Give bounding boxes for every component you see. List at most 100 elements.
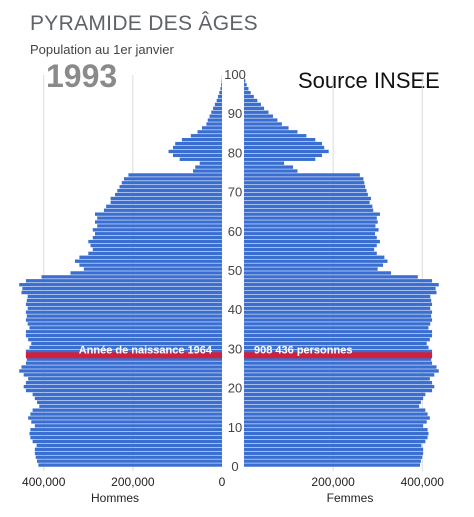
bar-hommes-age-93[interactable] xyxy=(216,98,222,103)
bar-hommes-age-95[interactable] xyxy=(219,90,222,95)
bar-femmes-age-36[interactable] xyxy=(244,322,431,326)
bar-hommes-age-96[interactable] xyxy=(220,87,222,91)
bar-femmes-age-85[interactable] xyxy=(244,130,298,134)
bar-hommes-age-2[interactable] xyxy=(35,455,222,459)
bar-hommes-age-44[interactable] xyxy=(21,290,222,295)
bar-femmes-age-27[interactable] xyxy=(244,357,432,361)
bar-hommes-age-38[interactable] xyxy=(26,314,222,318)
bar-hommes-age-65[interactable] xyxy=(103,208,222,212)
bar-hommes-age-22[interactable] xyxy=(28,377,223,381)
bar-hommes-age-90[interactable] xyxy=(211,110,222,114)
bar-hommes-age-48[interactable] xyxy=(41,275,223,279)
bar-femmes-age-72[interactable] xyxy=(244,181,365,185)
bar-femmes-age-7[interactable] xyxy=(244,435,428,440)
bar-femmes-age-37[interactable] xyxy=(244,318,433,322)
bar-femmes-age-79[interactable] xyxy=(244,153,322,158)
bar-hommes-age-1[interactable] xyxy=(37,459,222,463)
bar-hommes-age-76[interactable] xyxy=(195,165,222,169)
bar-hommes-age-79[interactable] xyxy=(172,153,222,158)
bar-femmes-age-52[interactable] xyxy=(244,259,388,263)
bar-hommes-age-58[interactable] xyxy=(92,235,223,240)
bar-hommes-age-55[interactable] xyxy=(92,247,223,252)
bar-femmes-age-31[interactable] xyxy=(244,341,427,346)
bar-hommes-age-0[interactable] xyxy=(38,463,223,467)
bar-femmes-age-3[interactable] xyxy=(244,451,424,455)
bar-femmes-age-98[interactable] xyxy=(244,79,246,83)
bar-hommes-age-46[interactable] xyxy=(19,283,223,287)
bar-hommes-age-27[interactable] xyxy=(26,357,222,361)
bar-hommes-age-83[interactable] xyxy=(181,137,222,142)
bar-hommes-age-61[interactable] xyxy=(97,224,222,228)
bar-femmes-age-64[interactable] xyxy=(244,212,380,216)
bar-femmes-age-63[interactable] xyxy=(244,216,377,220)
bar-femmes-age-32[interactable] xyxy=(244,337,430,342)
bar-hommes-age-16[interactable] xyxy=(37,400,222,405)
bar-hommes-age-56[interactable] xyxy=(90,243,222,248)
bar-hommes-age-45[interactable] xyxy=(22,286,223,291)
bar-femmes-age-80[interactable] xyxy=(244,149,329,154)
bar-hommes-age-41[interactable] xyxy=(25,302,223,307)
bar-hommes-age-72[interactable] xyxy=(121,181,222,185)
bar-femmes-age-97[interactable] xyxy=(244,83,247,87)
bar-hommes-age-84[interactable] xyxy=(190,134,222,138)
bar-hommes-age-91[interactable] xyxy=(213,106,222,111)
bar-femmes-age-39[interactable] xyxy=(244,310,433,314)
bar-femmes-age-59[interactable] xyxy=(244,232,376,236)
bar-hommes-age-13[interactable] xyxy=(30,412,222,416)
bar-hommes-age-87[interactable] xyxy=(206,122,222,126)
bar-hommes-age-81[interactable] xyxy=(172,145,222,150)
bar-femmes-age-8[interactable] xyxy=(244,431,429,436)
bar-hommes-age-4[interactable] xyxy=(34,447,223,452)
bar-hommes-age-92[interactable] xyxy=(214,102,222,107)
bar-femmes-age-44[interactable] xyxy=(244,290,437,295)
bar-femmes-age-29[interactable] xyxy=(244,349,433,354)
bar-femmes-age-34[interactable] xyxy=(244,330,433,334)
bar-hommes-age-3[interactable] xyxy=(34,451,223,455)
bar-femmes-age-61[interactable] xyxy=(244,224,376,228)
bar-hommes-age-9[interactable] xyxy=(30,428,222,432)
bar-femmes-age-41[interactable] xyxy=(244,302,433,307)
bar-femmes-age-50[interactable] xyxy=(244,267,378,271)
bar-femmes-age-1[interactable] xyxy=(244,459,421,463)
bar-hommes-age-21[interactable] xyxy=(25,381,223,385)
bar-femmes-age-99[interactable] xyxy=(244,75,245,79)
bar-femmes-age-16[interactable] xyxy=(244,400,421,405)
bar-hommes-age-31[interactable] xyxy=(31,341,223,346)
bar-femmes-age-6[interactable] xyxy=(244,439,426,444)
bar-femmes-age-22[interactable] xyxy=(244,377,430,381)
bar-femmes-age-84[interactable] xyxy=(244,134,307,138)
bar-femmes-age-40[interactable] xyxy=(244,306,431,310)
bar-femmes-age-86[interactable] xyxy=(244,126,289,130)
bar-hommes-age-10[interactable] xyxy=(34,424,223,428)
bar-femmes-age-47[interactable] xyxy=(244,279,433,283)
bar-hommes-age-11[interactable] xyxy=(31,420,223,424)
bar-femmes-age-20[interactable] xyxy=(244,384,435,389)
bar-femmes-age-55[interactable] xyxy=(244,247,375,252)
bar-femmes-age-57[interactable] xyxy=(244,239,380,244)
bar-hommes-age-53[interactable] xyxy=(79,255,223,259)
bar-hommes-age-97[interactable] xyxy=(221,83,222,87)
bar-femmes-age-74[interactable] xyxy=(244,173,360,177)
bar-femmes-age-93[interactable] xyxy=(244,98,258,103)
bar-hommes-age-88[interactable] xyxy=(207,118,222,122)
bar-femmes-age-0[interactable] xyxy=(244,463,421,467)
bar-hommes-age-40[interactable] xyxy=(27,306,223,310)
bar-hommes-age-19[interactable] xyxy=(25,388,223,393)
bar-femmes-age-70[interactable] xyxy=(244,188,367,193)
bar-hommes-age-74[interactable] xyxy=(128,173,222,177)
bar-hommes-age-80[interactable] xyxy=(168,149,222,154)
bar-hommes-age-8[interactable] xyxy=(29,431,223,436)
bar-femmes-age-69[interactable] xyxy=(244,192,368,197)
bar-hommes-age-73[interactable] xyxy=(123,177,222,181)
bar-femmes-age-19[interactable] xyxy=(244,388,433,393)
bar-hommes-age-14[interactable] xyxy=(32,408,222,412)
bar-hommes-age-63[interactable] xyxy=(97,216,222,220)
bar-femmes-age-62[interactable] xyxy=(244,220,378,224)
bar-femmes-age-35[interactable] xyxy=(244,326,429,330)
bar-femmes-age-15[interactable] xyxy=(244,404,420,408)
bar-hommes-age-82[interactable] xyxy=(175,141,222,146)
bar-femmes-age-88[interactable] xyxy=(244,118,278,122)
bar-femmes-age-17[interactable] xyxy=(244,396,424,401)
bar-hommes-age-62[interactable] xyxy=(94,220,222,224)
bar-femmes-age-42[interactable] xyxy=(244,298,432,303)
